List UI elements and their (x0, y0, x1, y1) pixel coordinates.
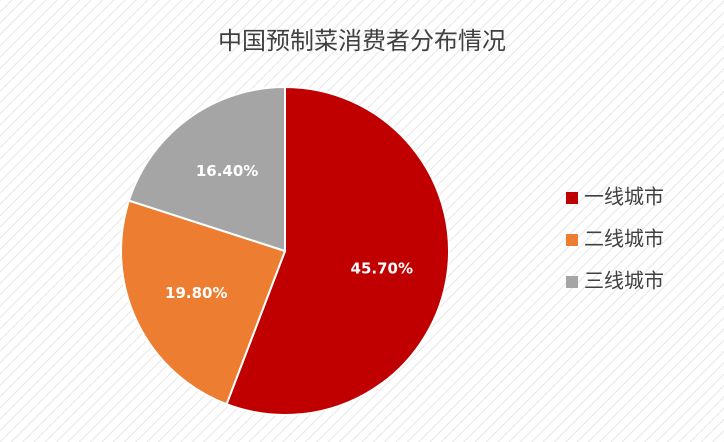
data-label: 16.40% (196, 162, 258, 180)
data-label: 19.80% (165, 284, 227, 302)
legend-swatch (566, 276, 578, 288)
legend-label: 一线城市 (584, 185, 664, 209)
legend-label: 三线城市 (584, 269, 664, 293)
legend-swatch (566, 192, 578, 204)
pie-slice (225, 85, 450, 416)
pie-slice (120, 199, 287, 406)
chart-title: 中国预制菜消费者分布情况 (218, 27, 506, 55)
legend-swatch (566, 234, 578, 246)
pie-slice (127, 85, 286, 253)
legend-label: 二线城市 (584, 227, 664, 251)
data-label: 45.70% (351, 259, 413, 277)
